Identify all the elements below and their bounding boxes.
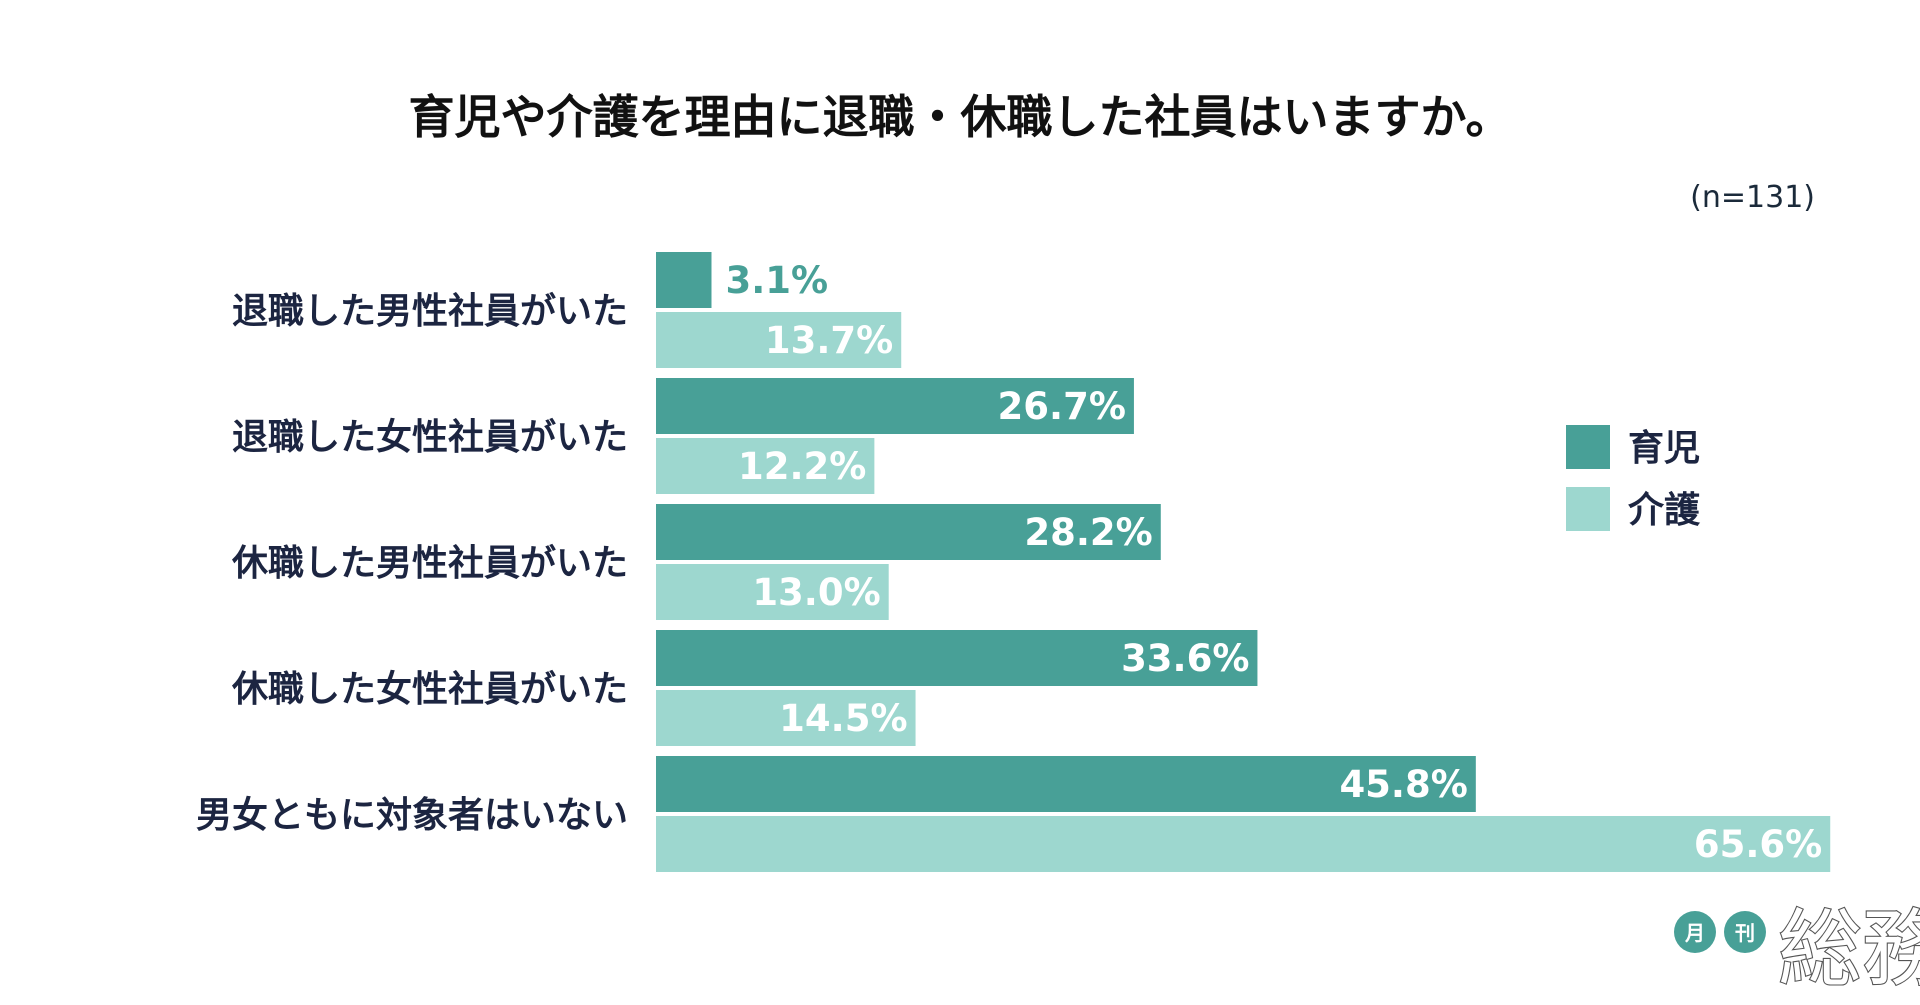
legend-label: 育児 [1628,428,1700,469]
bar-group: 退職した男性社員がいた 3.1% 13.7% 退職した女性社員がいた 26.7% 12.2… [196,252,1831,872]
bar-childcare [656,252,712,308]
category-label: 退職した男性社員がいた [232,291,628,332]
logo-circle-2 [1724,911,1766,953]
data-label: 33.6% [1121,637,1249,680]
legend-swatch [1566,487,1610,531]
category-label: 休職した女性社員がいた [231,669,628,710]
sample-size-note: (n=131) [1690,180,1815,215]
chart-title: 育児や介護を理由に退職・休職した社員はいますか。 [408,90,1511,144]
legend-swatch [1566,425,1610,469]
category-label: 男女ともに対象者はいない [196,795,628,836]
data-label: 3.1% [725,259,828,302]
data-label: 14.5% [779,697,907,740]
data-label: 13.7% [765,319,893,362]
legend-label: 介護 [1628,490,1701,531]
data-label: 45.8% [1339,763,1467,806]
data-label: 13.0% [752,571,880,614]
logo-small-text-1: 月 [1684,921,1705,945]
bar-nursing-care [656,438,875,494]
data-label: 28.2% [1024,511,1152,554]
bar-nursing-care [656,312,902,368]
bar-childcare [656,378,1134,434]
bar-childcare [656,504,1161,560]
category-label: 休職した男性社員がいた [231,543,628,584]
logo-main-text: 総務 [1778,900,1920,998]
bar-nursing-care [656,816,1831,872]
bar-childcare [656,756,1476,812]
data-label: 65.6% [1694,823,1822,866]
bar-nursing-care [656,564,889,620]
category-label: 退職した女性社員がいた [232,417,628,458]
logo-small-text-2: 刊 [1735,921,1755,945]
data-label: 12.2% [738,445,866,488]
bar-nursing-care [656,690,916,746]
logo-circle-1 [1674,911,1716,953]
data-label: 26.7% [998,385,1126,428]
bar-childcare [656,630,1258,686]
logo: 月 刊 総務 [1674,899,1920,999]
